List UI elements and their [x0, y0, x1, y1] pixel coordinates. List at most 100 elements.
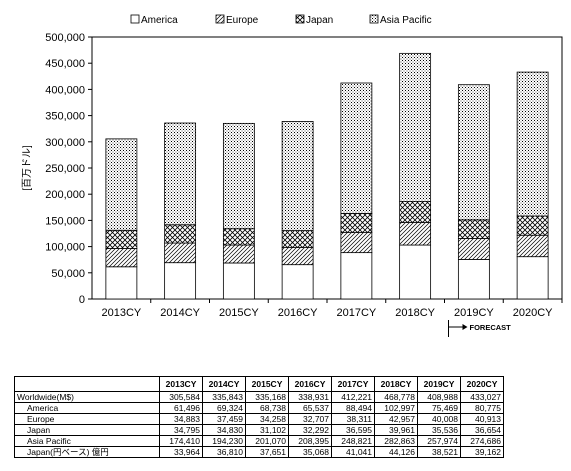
bar-segment [164, 262, 197, 300]
table-cell: 208,395 [288, 435, 332, 447]
plot-frame [91, 36, 563, 300]
x-tick-label: 2019CY [454, 307, 494, 319]
y-tick-label: 300,000 [45, 137, 85, 149]
table-cell: 35,068 [288, 446, 332, 458]
y-tick-label: 400,000 [45, 84, 85, 96]
table-column-header: 2015CY [245, 376, 289, 392]
bar-segment [340, 82, 373, 214]
row-label: Asia Pacific [14, 435, 160, 447]
table-cell: 34,830 [202, 424, 246, 436]
table-cell: 274,686 [460, 435, 504, 447]
table-column-header: 2020CY [460, 376, 504, 392]
bar-segment [164, 242, 197, 264]
table-body: Worldwide(M$) 305,584 335,843 335,168 338,93… [14, 391, 504, 458]
table-cell: 305,584 [159, 391, 203, 403]
table-cell: 41,041 [331, 446, 375, 458]
x-tick-label: 2020CY [513, 307, 553, 319]
table-row: Worldwide(M$) 305,584 335,843 335,168 338,93… [14, 391, 504, 403]
y-tick-label: 250,000 [45, 163, 85, 175]
bar-segment [457, 259, 490, 300]
table-cell: 248,821 [331, 435, 375, 447]
table-row: Japan(円ベース) 億円 33,964 36,810 37,651 35,068 41… [14, 446, 504, 458]
bar-segment [222, 122, 255, 230]
table-cell: 42,957 [374, 413, 418, 425]
table-cell: 36,595 [331, 424, 375, 436]
stacked-bar-chart: America Europe Japan Asia Pacific 0 50,000 10… [21, 14, 563, 337]
bar-segment [399, 244, 432, 300]
table-cell: 34,258 [245, 413, 289, 425]
bar-segment [340, 212, 373, 233]
y-tick-label: 150,000 [45, 215, 85, 227]
row-label: Japan(円ベース) 億円 [14, 446, 160, 458]
table-cell: 201,070 [245, 435, 289, 447]
bar-segment [164, 224, 197, 244]
bar-segment [516, 234, 549, 258]
table-cell: 38,311 [331, 413, 375, 425]
table-cell: 31,102 [245, 424, 289, 436]
x-tick-label: 2017CY [336, 307, 376, 319]
bar-segment [457, 238, 490, 260]
table-cell: 102,997 [374, 402, 418, 414]
x-tick-label: 2013CY [101, 307, 141, 319]
table-column-header: 2014CY [202, 376, 246, 392]
legend-label: America [141, 15, 178, 26]
bar-segment [457, 84, 490, 221]
forecast-arrow-head [462, 324, 468, 330]
row-label: Worldwide(M$) [14, 391, 160, 403]
table-cell: 36,810 [202, 446, 246, 458]
table-cell: 34,883 [159, 413, 203, 425]
table-cell: 338,931 [288, 391, 332, 403]
table-cell: 69,324 [202, 402, 246, 414]
legend-label: Europe [226, 15, 259, 26]
bar-segment [105, 248, 138, 268]
table-cell: 37,651 [245, 446, 289, 458]
bar-segment [516, 71, 549, 217]
y-tick-label: 200,000 [45, 189, 85, 201]
table-cell: 38,521 [417, 446, 461, 458]
bar-segment [281, 230, 314, 248]
bar-segment [222, 262, 255, 300]
table-cell: 32,707 [288, 413, 332, 425]
table-row: Europe 34,883 37,459 34,258 32,707 38,311 42,9… [14, 413, 504, 425]
bar-segment [399, 52, 432, 202]
table-cell: 39,162 [460, 446, 504, 458]
legend-swatch [369, 14, 379, 24]
table-cell: 34,795 [159, 424, 203, 436]
bar-segment [222, 228, 255, 246]
bar-segment [399, 201, 432, 223]
table-cell: 194,230 [202, 435, 246, 447]
table-row: Asia Pacific 174,410 194,230 201,070 208,395… [14, 435, 504, 447]
bar-segment [105, 266, 138, 300]
table-column-header: 2013CY [159, 376, 203, 392]
table-cell: 88,494 [331, 402, 375, 414]
bar-segment [399, 222, 432, 246]
y-tick-label: 500,000 [45, 32, 85, 44]
table-row: America 61,496 69,324 68,738 65,537 88,494 102… [14, 402, 504, 414]
table-cell: 282,863 [374, 435, 418, 447]
bar-segment [516, 256, 549, 300]
table-cell: 75,469 [417, 402, 461, 414]
bar-segment [281, 247, 314, 266]
table-cell: 39,961 [374, 424, 418, 436]
row-label: Europe [14, 413, 160, 425]
y-tick-label: 350,000 [45, 111, 85, 123]
legend-label: Asia Pacific [380, 15, 432, 26]
bar-segment [105, 229, 138, 249]
table-cell: 33,964 [159, 446, 203, 458]
plot-area: 0 50,000 100,000 150,000 200,000 250,000 300,0… [21, 32, 563, 337]
bar-segment [222, 244, 255, 264]
table-header-row: 2013CY 2014CY 2015CY 2016CY 2017CY 2018CY 2019… [14, 376, 504, 392]
table-column-header: 2018CY [374, 376, 418, 392]
y-axis-label: [百万ドル] [21, 145, 33, 191]
table-cell: 68,738 [245, 402, 289, 414]
table-column-header: 2019CY [417, 376, 461, 392]
table-cell: 40,008 [417, 413, 461, 425]
table-cell: 412,221 [331, 391, 375, 403]
bar-segment [457, 219, 490, 239]
table-cell: 36,654 [460, 424, 504, 436]
bar-segment [340, 252, 373, 300]
y-tick-label: 100,000 [45, 242, 85, 254]
bar-segment [281, 121, 314, 231]
y-tick-label: 50,000 [51, 268, 85, 280]
x-tick-label: 2015CY [219, 307, 259, 319]
